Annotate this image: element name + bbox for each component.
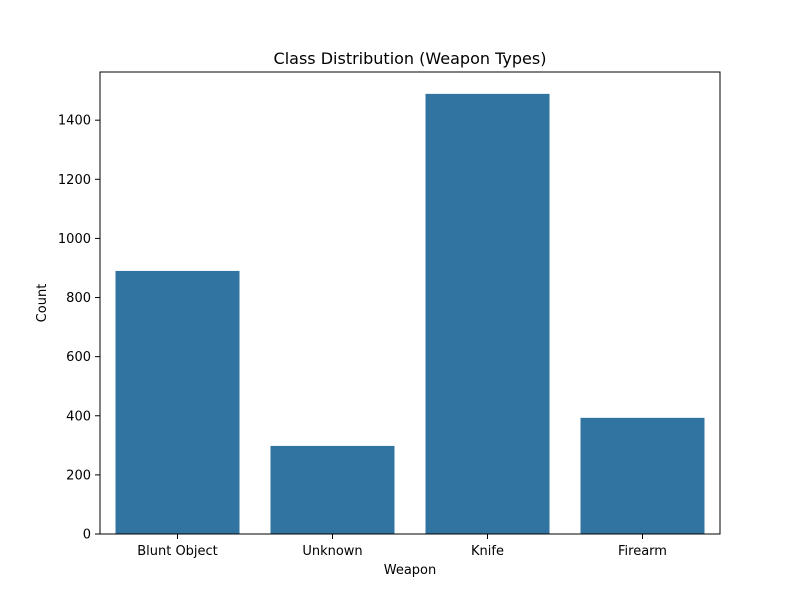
y-axis-label: Count	[35, 284, 50, 323]
bar-firearm	[580, 417, 705, 534]
y-tick-label: 1200	[58, 173, 91, 188]
y-tick-label: 400	[66, 409, 91, 424]
chart-title: Class Distribution (Weapon Types)	[274, 49, 547, 68]
x-axis-label: Weapon	[384, 563, 437, 578]
x-axis: Blunt Object Unknown Knife Firearm	[137, 534, 667, 559]
x-tick-label: Firearm	[618, 544, 667, 559]
y-tick-label: 600	[66, 350, 91, 365]
y-axis: 0 200 400 600 800 1000 1200 1400	[58, 114, 100, 543]
bars-group	[115, 93, 705, 534]
y-tick-label: 200	[66, 468, 91, 483]
y-tick-label: 1400	[58, 114, 91, 129]
bar-unknown	[270, 445, 395, 534]
plot-frame	[99, 71, 721, 535]
y-tick-label: 1000	[58, 232, 91, 247]
x-tick-label: Unknown	[302, 544, 362, 559]
x-tick-label: Blunt Object	[137, 544, 218, 559]
y-tick-label: 800	[66, 291, 91, 306]
bar-knife	[425, 93, 550, 534]
x-tick-label: Knife	[471, 544, 504, 559]
y-tick-label: 0	[83, 528, 91, 543]
bar-blunt-object	[115, 270, 240, 534]
